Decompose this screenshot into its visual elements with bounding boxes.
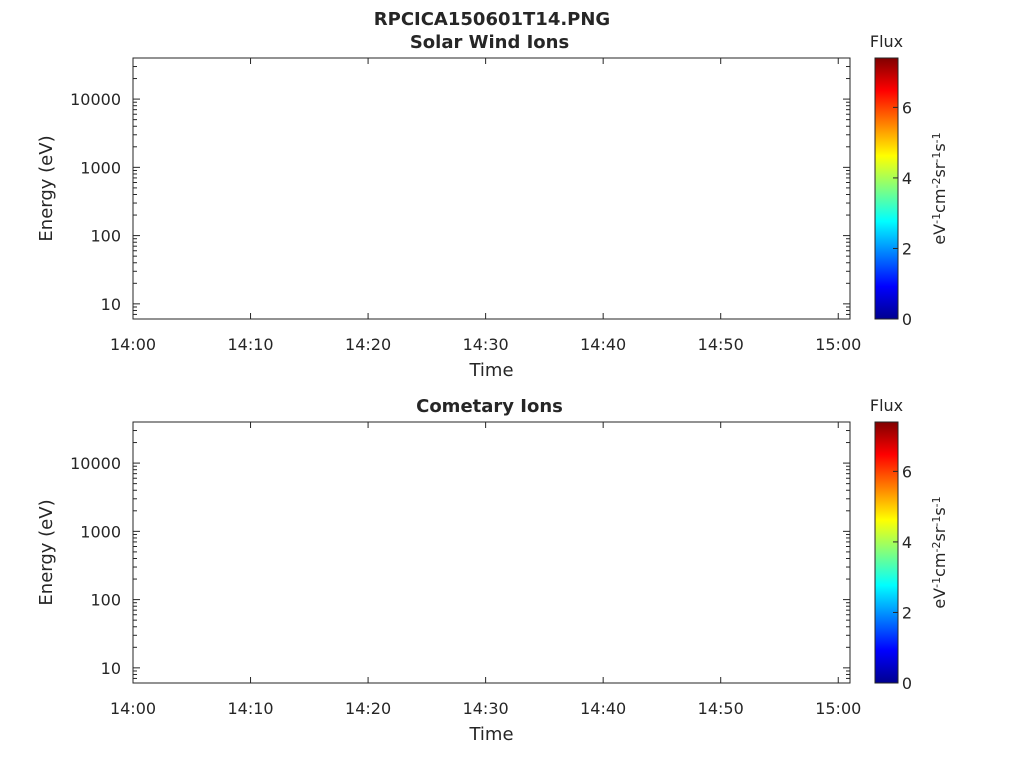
x-tick-label: 14:00: [110, 335, 156, 354]
x-tick-label: 14:30: [463, 699, 509, 718]
x-tick-label: 14:20: [345, 699, 391, 718]
y-tick-label: 100: [90, 227, 121, 246]
colorbar-tick-label: 4: [902, 533, 912, 552]
y-axis-label: Energy (eV): [36, 499, 57, 605]
colorbar-tick-label: 6: [902, 98, 912, 117]
x-tick-label: 14:10: [227, 699, 273, 718]
y-tick-label: 10000: [70, 454, 121, 473]
x-tick-label: 14:50: [698, 335, 744, 354]
figure-title: RPCICA150601T14.PNG: [374, 9, 610, 30]
colorbar-tick-label: 6: [902, 462, 912, 481]
x-tick-label: 14:00: [110, 699, 156, 718]
colorbar-label: eV-1cm-2sr-1s-1: [930, 132, 949, 244]
x-tick-label: 14:30: [463, 335, 509, 354]
y-tick-label: 1000: [80, 522, 121, 541]
colorbar-tick-label: 2: [902, 239, 912, 258]
colorbar: [874, 57, 899, 320]
y-tick-label: 100: [90, 591, 121, 610]
y-axis-label: Energy (eV): [36, 135, 57, 241]
y-tick-label: 10000: [70, 90, 121, 109]
y-tick-label: 10: [101, 659, 121, 678]
x-tick-label: 14:40: [580, 699, 626, 718]
y-tick-label: 10: [101, 295, 121, 314]
panel-0: 14:00 14:10 14:20 14:30 14:40 14:50 15:00 10 100…: [36, 32, 949, 381]
plot-frame: [132, 57, 851, 320]
panel-title: Cometary Ions: [416, 396, 563, 417]
panel-1: 14:00 14:10 14:20 14:30 14:40 14:50 15:00 10 100…: [36, 396, 949, 745]
colorbar-tick-label: 4: [902, 169, 912, 188]
colorbar-title: Flux: [870, 396, 903, 415]
colorbar-tick-label: 0: [902, 674, 912, 693]
colorbar-label: eV-1cm-2sr-1s-1: [930, 496, 949, 608]
panel-title: Solar Wind Ions: [410, 32, 569, 53]
x-tick-label: 14:20: [345, 335, 391, 354]
x-tick-label: 15:00: [815, 699, 861, 718]
plot-frame: [132, 421, 851, 684]
x-axis-label: Time: [468, 724, 513, 745]
colorbar-tick-label: 0: [902, 310, 912, 329]
x-tick-label: 14:10: [227, 335, 273, 354]
colorbar-tick-label: 2: [902, 603, 912, 622]
x-tick-label: 14:40: [580, 335, 626, 354]
x-tick-label: 15:00: [815, 335, 861, 354]
colorbar: [874, 421, 899, 684]
y-tick-label: 1000: [80, 158, 121, 177]
x-axis-label: Time: [468, 360, 513, 381]
x-tick-label: 14:50: [698, 699, 744, 718]
colorbar-title: Flux: [870, 32, 903, 51]
